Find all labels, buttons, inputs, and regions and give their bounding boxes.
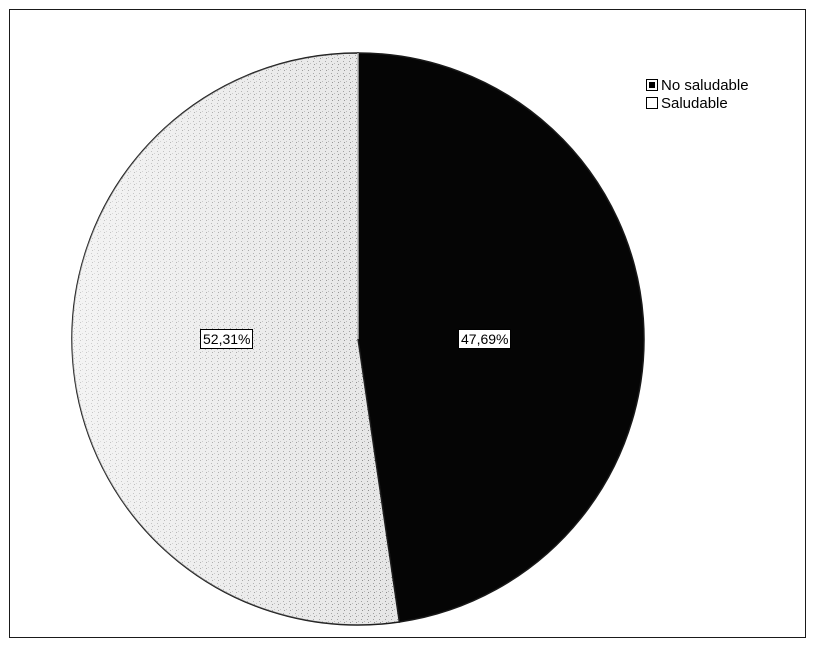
data-label-saludable: 52,31% xyxy=(200,329,254,349)
legend-swatch-light xyxy=(646,97,658,109)
data-label-no-saludable: 47,69% xyxy=(458,329,512,349)
legend: No saludable Saludable xyxy=(646,76,749,112)
legend-label: No saludable xyxy=(661,76,749,94)
legend-item-saludable: Saludable xyxy=(646,94,749,112)
legend-swatch-dark xyxy=(646,79,658,91)
legend-label: Saludable xyxy=(661,94,728,112)
legend-item-no-saludable: No saludable xyxy=(646,76,749,94)
